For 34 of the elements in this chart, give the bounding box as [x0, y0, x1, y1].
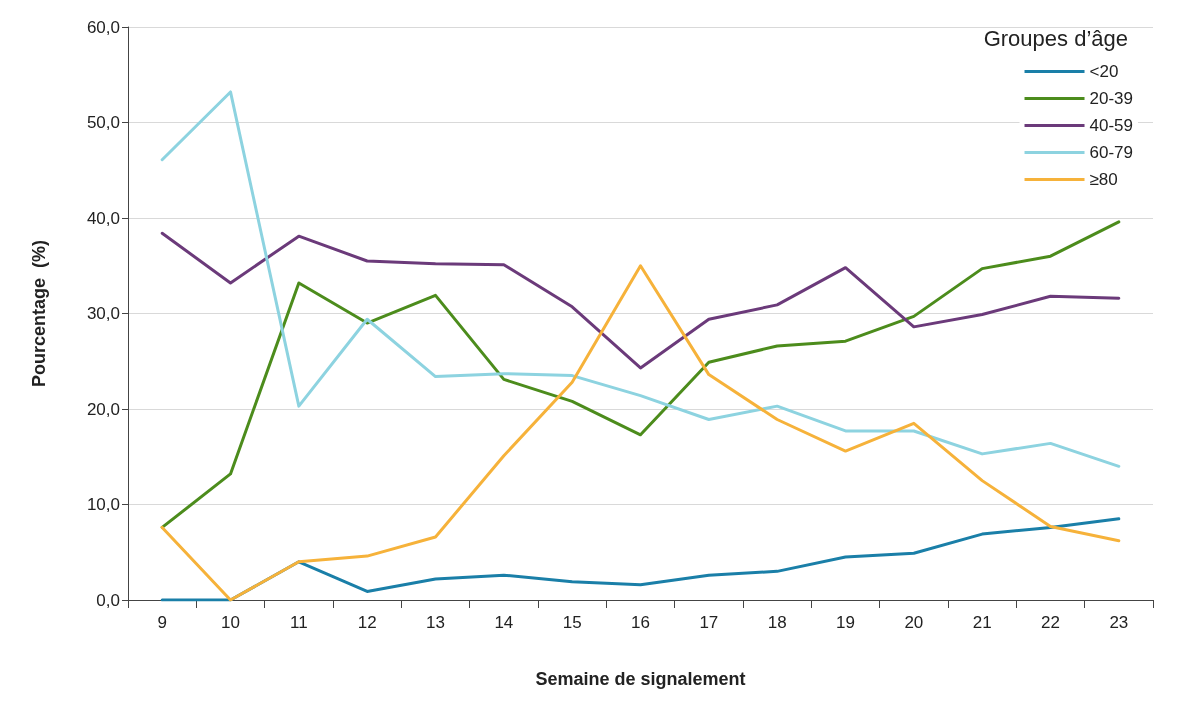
legend-title: Groupes d’âge	[983, 25, 1129, 51]
x-axis-title: Semaine de signalement	[535, 669, 746, 689]
y-tick-label: 50,0	[86, 113, 120, 132]
x-tick-label: 19	[836, 613, 855, 632]
legend-label: 40-59	[1089, 116, 1133, 135]
line-series	[160, 517, 1121, 602]
x-tick-label: 16	[631, 613, 650, 632]
x-tick-label: 14	[494, 613, 514, 632]
x-tick-label: 15	[562, 613, 582, 632]
x-tick-label: 18	[767, 613, 787, 632]
legend-label: <20	[1089, 62, 1119, 81]
x-tick-label: 23	[1109, 613, 1129, 632]
x-tick-label: 11	[290, 613, 308, 632]
line-series	[160, 264, 1121, 602]
x-tick-label: 17	[699, 613, 719, 632]
x-tick-label: 20	[904, 613, 924, 632]
x-tick-label: 21	[972, 613, 992, 632]
y-tick-label: 40,0	[86, 208, 120, 228]
x-tick-label: 12	[357, 613, 377, 632]
y-tick-label: 60,0	[86, 17, 120, 37]
y-tick-label: 0,0	[96, 590, 120, 610]
line-series	[160, 220, 1121, 529]
x-tick-label: 9	[157, 613, 167, 632]
line-series	[160, 231, 1121, 370]
x-tick-label: 10	[221, 613, 240, 632]
y-tick-label: 20,0	[86, 399, 120, 419]
y-tick-label: 30,0	[86, 304, 120, 323]
legend-label: 20-39	[1089, 89, 1133, 108]
x-tick-label: 13	[426, 613, 445, 632]
legend-label: 60-79	[1089, 143, 1133, 162]
legend-label: ≥80	[1089, 170, 1118, 189]
x-tick-label: 22	[1041, 613, 1060, 632]
y-tick-label: 10,0	[86, 495, 120, 514]
y-axis-title: Pourcentage (%)	[29, 239, 49, 388]
